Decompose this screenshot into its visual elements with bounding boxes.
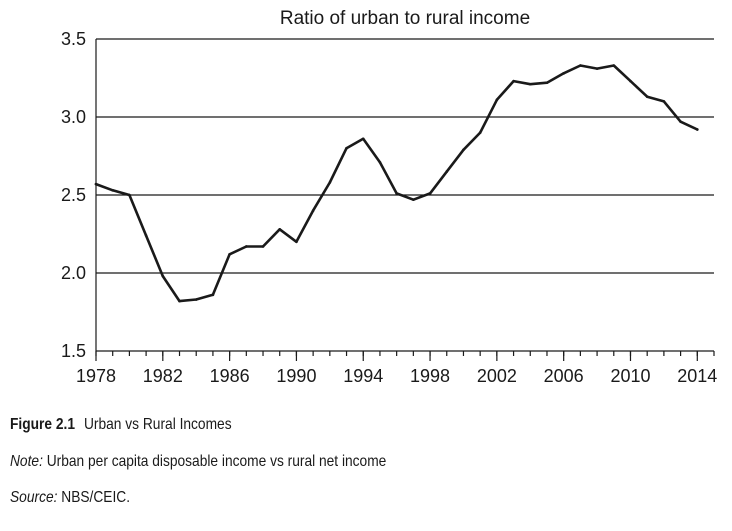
- y-tick-label: 3.0: [61, 107, 86, 127]
- data-point: [178, 299, 181, 303]
- series-line-0: [94, 64, 699, 303]
- data-point: [228, 252, 231, 256]
- data-point: [144, 234, 148, 237]
- data-point: [261, 245, 265, 248]
- x-tick-label: 1978: [76, 366, 116, 386]
- data-point: [545, 81, 549, 84]
- x-tick-label: 2010: [610, 366, 650, 386]
- y-tick-label: 2.5: [61, 185, 86, 205]
- source-label: Source:: [10, 489, 58, 506]
- data-point: [311, 209, 315, 212]
- x-tick-label: 2014: [677, 366, 717, 386]
- x-tick-label: 1990: [276, 366, 316, 386]
- data-point: [629, 79, 632, 83]
- series-layer: [94, 64, 699, 303]
- data-point: [194, 298, 198, 301]
- line-chart: Ratio of urban to rural income 1.5 2.0 2.5…: [61, 8, 717, 386]
- note-text: Urban per capita disposable income vs ru…: [46, 453, 387, 470]
- note-line: Note: Urban per capita disposable income…: [10, 453, 386, 471]
- data-point: [412, 198, 415, 201]
- data-point: [662, 100, 666, 103]
- x-tick-label: 2006: [544, 366, 584, 386]
- x-tick-label: 2002: [477, 366, 517, 386]
- x-tick-label: 1994: [343, 366, 383, 386]
- data-point: [295, 240, 298, 244]
- data-point: [695, 128, 699, 131]
- data-point: [278, 228, 282, 231]
- figure-label: Figure 2.1: [10, 416, 75, 433]
- data-point: [345, 146, 348, 150]
- x-tick-labels: 1978 1982 1986 1990 1994 1998 2002 2006 2010 2014: [76, 366, 717, 386]
- data-point: [245, 245, 248, 248]
- data-point: [94, 182, 98, 186]
- x-tick-label: 1982: [143, 366, 183, 386]
- data-point: [361, 137, 365, 141]
- source-text: NBS/CEIC.: [61, 489, 131, 506]
- data-point: [645, 95, 649, 99]
- data-point: [111, 189, 115, 192]
- source-line: Source: NBS/CEIC.: [10, 489, 130, 507]
- data-point: [211, 293, 215, 297]
- data-point: [562, 72, 565, 75]
- data-point: [445, 170, 449, 173]
- axes: [95, 39, 715, 361]
- y-tick-label: 3.5: [61, 29, 86, 49]
- data-point: [495, 98, 499, 102]
- data-point: [428, 192, 432, 195]
- data-point: [679, 120, 682, 123]
- note-label: Note:: [10, 453, 43, 470]
- y-tick-labels: 1.5 2.0 2.5 3.0 3.5: [61, 29, 86, 361]
- data-point: [579, 64, 582, 67]
- data-point: [512, 79, 515, 83]
- data-point: [161, 274, 165, 278]
- data-point: [378, 160, 382, 164]
- gridlines: [96, 38, 714, 274]
- data-point: [612, 64, 616, 67]
- chart-title: Ratio of urban to rural income: [280, 8, 530, 29]
- data-point: [128, 193, 131, 197]
- data-point: [595, 67, 599, 70]
- data-point: [328, 181, 332, 184]
- figure-title: Urban vs Rural Incomes: [83, 416, 232, 433]
- data-point: [478, 131, 482, 134]
- x-tick-label: 1986: [210, 366, 250, 386]
- y-tick-label: 2.0: [61, 263, 86, 283]
- y-tick-label: 1.5: [61, 341, 86, 361]
- data-point: [462, 148, 465, 152]
- x-tick-label: 1998: [410, 366, 450, 386]
- data-point: [528, 82, 532, 86]
- data-point: [395, 192, 398, 195]
- figure-caption: Figure 2.1 Urban vs Rural Incomes: [10, 416, 232, 434]
